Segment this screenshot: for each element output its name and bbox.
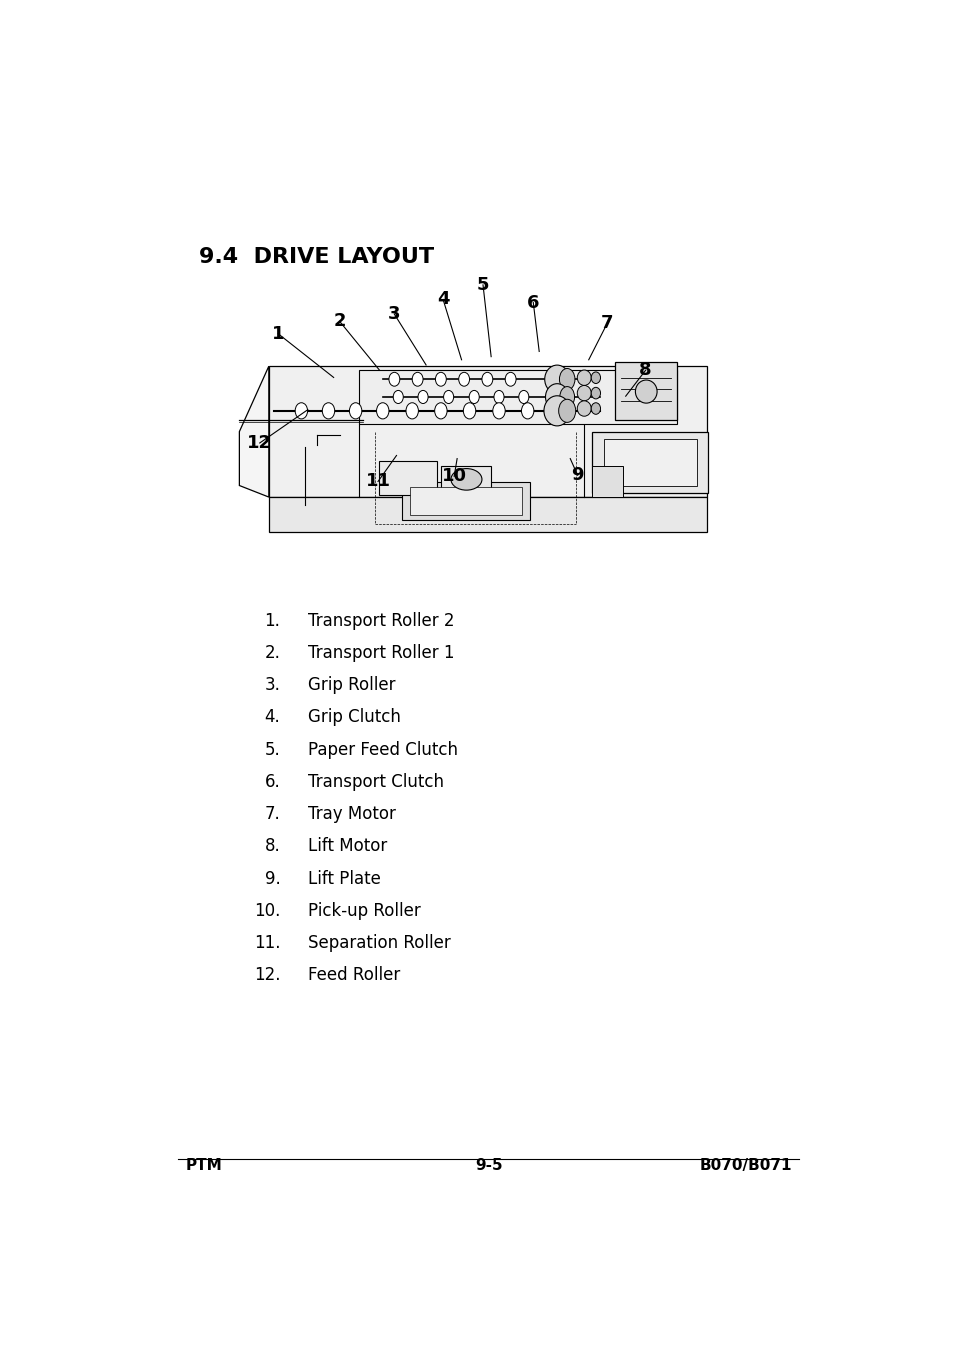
Text: Transport Roller 2: Transport Roller 2 bbox=[308, 612, 454, 630]
Polygon shape bbox=[239, 366, 269, 497]
Text: 9: 9 bbox=[571, 466, 583, 484]
Text: Pick-up Roller: Pick-up Roller bbox=[308, 901, 420, 920]
Text: 12: 12 bbox=[247, 434, 272, 453]
Ellipse shape bbox=[577, 370, 591, 385]
Polygon shape bbox=[269, 366, 706, 497]
Text: 5.: 5. bbox=[264, 740, 280, 758]
Ellipse shape bbox=[322, 403, 335, 419]
Polygon shape bbox=[615, 362, 677, 420]
Polygon shape bbox=[402, 482, 530, 520]
Ellipse shape bbox=[591, 372, 599, 384]
Text: 3: 3 bbox=[388, 305, 400, 323]
Ellipse shape bbox=[545, 384, 568, 411]
FancyBboxPatch shape bbox=[119, 162, 858, 1202]
Ellipse shape bbox=[591, 403, 599, 415]
Text: 12.: 12. bbox=[253, 966, 280, 985]
Ellipse shape bbox=[518, 390, 528, 404]
Polygon shape bbox=[269, 497, 706, 532]
Ellipse shape bbox=[412, 373, 422, 386]
Ellipse shape bbox=[558, 369, 575, 390]
Text: Feed Roller: Feed Roller bbox=[308, 966, 399, 985]
Polygon shape bbox=[592, 466, 622, 497]
Ellipse shape bbox=[521, 403, 534, 419]
Ellipse shape bbox=[376, 403, 389, 419]
Text: 9.: 9. bbox=[264, 870, 280, 888]
Ellipse shape bbox=[494, 390, 503, 404]
Polygon shape bbox=[378, 461, 436, 494]
Text: 1.: 1. bbox=[264, 612, 280, 630]
Text: 11.: 11. bbox=[253, 934, 280, 952]
Ellipse shape bbox=[543, 396, 570, 426]
Text: Lift Plate: Lift Plate bbox=[308, 870, 380, 888]
Text: Paper Feed Clutch: Paper Feed Clutch bbox=[308, 740, 457, 758]
Text: 7.: 7. bbox=[264, 805, 280, 823]
Ellipse shape bbox=[389, 373, 399, 386]
Text: Lift Motor: Lift Motor bbox=[308, 838, 387, 855]
Ellipse shape bbox=[635, 380, 657, 403]
Ellipse shape bbox=[294, 403, 307, 419]
Ellipse shape bbox=[443, 390, 454, 404]
Ellipse shape bbox=[458, 373, 469, 386]
Text: 9-5: 9-5 bbox=[475, 1158, 502, 1173]
Text: Transport Roller 1: Transport Roller 1 bbox=[308, 644, 454, 662]
Ellipse shape bbox=[577, 385, 591, 401]
Ellipse shape bbox=[417, 390, 428, 404]
Text: 11: 11 bbox=[365, 473, 390, 490]
Text: 4.: 4. bbox=[264, 708, 280, 727]
Polygon shape bbox=[410, 488, 521, 515]
Polygon shape bbox=[440, 466, 491, 494]
Ellipse shape bbox=[349, 403, 361, 419]
Text: 7: 7 bbox=[600, 315, 613, 332]
Text: 9.4  DRIVE LAYOUT: 9.4 DRIVE LAYOUT bbox=[199, 247, 434, 267]
Text: Tray Motor: Tray Motor bbox=[308, 805, 395, 823]
Ellipse shape bbox=[559, 386, 574, 408]
Ellipse shape bbox=[451, 469, 481, 490]
Text: Transport Clutch: Transport Clutch bbox=[308, 773, 443, 790]
Ellipse shape bbox=[406, 403, 418, 419]
Ellipse shape bbox=[505, 373, 516, 386]
Text: PTM: PTM bbox=[186, 1158, 222, 1173]
Ellipse shape bbox=[493, 403, 505, 419]
Text: B070/B071: B070/B071 bbox=[699, 1158, 791, 1173]
Ellipse shape bbox=[463, 403, 476, 419]
Text: 6.: 6. bbox=[264, 773, 280, 790]
Ellipse shape bbox=[558, 400, 575, 423]
Text: 6: 6 bbox=[526, 293, 539, 312]
Text: 10: 10 bbox=[441, 467, 466, 485]
Text: 2.: 2. bbox=[264, 644, 280, 662]
Text: Grip Roller: Grip Roller bbox=[308, 676, 395, 694]
Text: 8: 8 bbox=[639, 361, 651, 380]
Polygon shape bbox=[359, 370, 677, 424]
Ellipse shape bbox=[577, 401, 591, 416]
Ellipse shape bbox=[435, 403, 447, 419]
Text: 4: 4 bbox=[436, 290, 449, 308]
Polygon shape bbox=[592, 431, 707, 493]
Polygon shape bbox=[603, 439, 696, 485]
Text: 8.: 8. bbox=[264, 838, 280, 855]
Ellipse shape bbox=[544, 365, 569, 393]
Ellipse shape bbox=[435, 373, 446, 386]
Text: Separation Roller: Separation Roller bbox=[308, 934, 450, 952]
Text: 2: 2 bbox=[333, 312, 346, 330]
Text: 3.: 3. bbox=[264, 676, 280, 694]
Text: 5: 5 bbox=[476, 276, 489, 295]
Text: 1: 1 bbox=[272, 324, 284, 343]
Text: Grip Clutch: Grip Clutch bbox=[308, 708, 400, 727]
Ellipse shape bbox=[481, 373, 493, 386]
Ellipse shape bbox=[469, 390, 478, 404]
Text: 10.: 10. bbox=[253, 901, 280, 920]
Ellipse shape bbox=[591, 388, 599, 399]
Ellipse shape bbox=[393, 390, 403, 404]
